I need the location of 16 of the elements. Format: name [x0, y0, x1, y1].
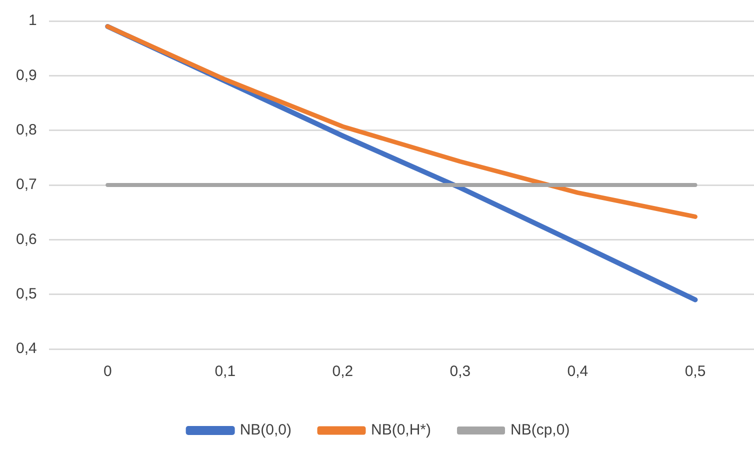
y-tick-label: 0,9 [16, 66, 37, 84]
x-tick-label: 0,5 [684, 363, 706, 380]
y-tick-label: 0,7 [16, 176, 37, 194]
y-tick-label: 1 [28, 12, 37, 30]
y-tick-label: 0,4 [16, 340, 37, 358]
y-tick-label: 0,8 [16, 121, 37, 138]
x-tick-label: 0,2 [332, 363, 354, 380]
x-tick-label: 0,1 [214, 363, 236, 380]
legend-label: NB(cp,0) [510, 422, 570, 439]
y-tick-label: 0,5 [16, 285, 37, 302]
legend-label: NB(0,H*) [370, 422, 432, 439]
y-tick-label: 0,6 [16, 230, 37, 248]
legend-label: NB(0,0) [240, 422, 292, 439]
x-tick-label: 0 [103, 363, 112, 380]
x-tick-label: 0,4 [567, 363, 588, 380]
x-tick-label: 0,3 [450, 363, 471, 380]
